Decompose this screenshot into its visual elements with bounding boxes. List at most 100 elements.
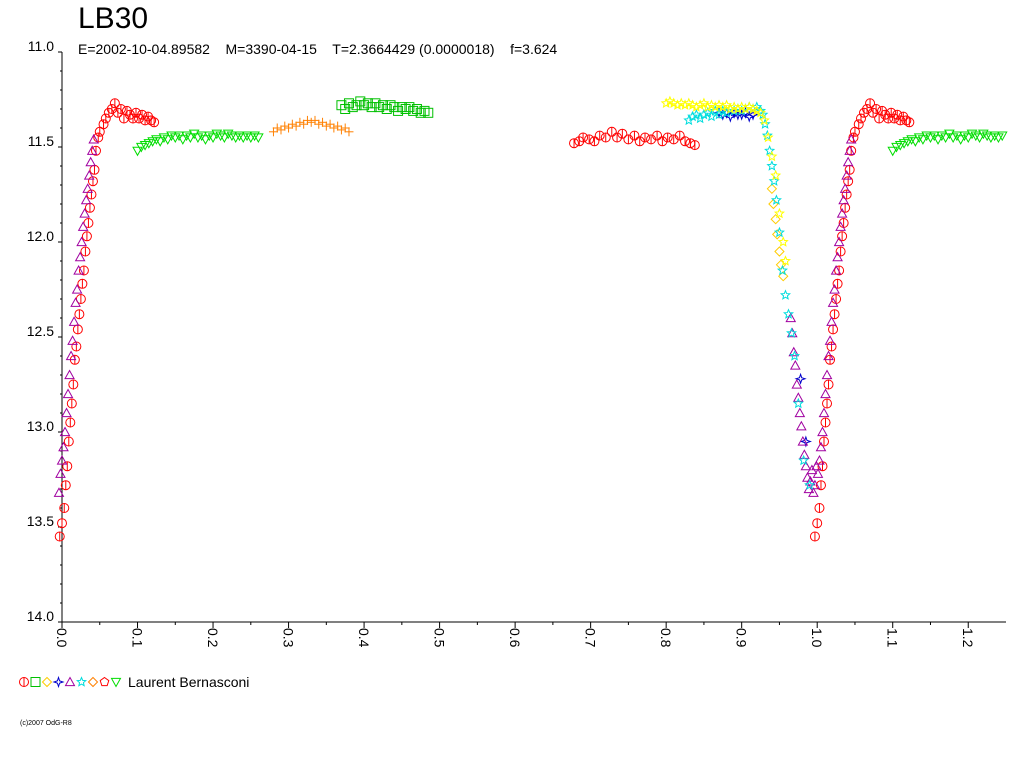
data-point bbox=[166, 131, 177, 142]
data-point bbox=[68, 379, 79, 390]
data-point bbox=[93, 132, 104, 143]
data-point bbox=[207, 133, 219, 144]
data-point bbox=[690, 101, 702, 112]
data-point bbox=[779, 289, 791, 300]
data-point bbox=[53, 487, 65, 497]
data-point bbox=[785, 312, 797, 323]
data-point bbox=[131, 107, 142, 118]
data-point bbox=[768, 175, 780, 186]
series-2-diamond bbox=[766, 183, 789, 282]
data-point bbox=[203, 131, 215, 142]
chart-marks bbox=[53, 95, 1008, 542]
data-point bbox=[600, 132, 611, 143]
legend-symbol-diamond bbox=[87, 676, 99, 688]
data-point bbox=[65, 417, 76, 428]
data-point bbox=[359, 100, 370, 111]
legend-symbol-triangle-down bbox=[110, 677, 122, 688]
legend-symbol-star bbox=[75, 676, 88, 687]
data-point bbox=[86, 145, 98, 155]
data-point bbox=[776, 264, 788, 276]
data-point bbox=[132, 146, 143, 157]
data-point bbox=[211, 129, 223, 140]
chart-subtitle: E=2002-10-04.89582 M=3390-04-15 T=2.3664… bbox=[78, 41, 558, 57]
data-point bbox=[574, 136, 585, 147]
data-point bbox=[408, 105, 419, 116]
data-point bbox=[786, 327, 798, 338]
data-point bbox=[809, 531, 820, 542]
data-point bbox=[761, 129, 773, 141]
data-point bbox=[366, 102, 377, 113]
data-point bbox=[826, 316, 837, 326]
data-point bbox=[68, 316, 80, 326]
data-point bbox=[55, 468, 66, 478]
data-point bbox=[594, 130, 605, 141]
data-point bbox=[89, 164, 100, 175]
data-point bbox=[85, 156, 97, 167]
x-tick-label: 0.8 bbox=[658, 628, 674, 648]
data-point bbox=[127, 113, 138, 124]
x-tick-label: 0.4 bbox=[356, 628, 372, 648]
data-point bbox=[325, 119, 335, 129]
data-point bbox=[393, 105, 404, 116]
x-tick-label: 0.7 bbox=[583, 628, 599, 648]
data-point bbox=[63, 436, 74, 447]
data-point bbox=[329, 123, 339, 133]
data-point bbox=[989, 131, 1001, 142]
x-tick-label: 1.1 bbox=[885, 628, 901, 648]
data-point bbox=[79, 207, 91, 218]
legend-symbols bbox=[19, 675, 122, 689]
data-point bbox=[827, 297, 839, 307]
series-1-square bbox=[336, 96, 434, 118]
data-point bbox=[795, 420, 807, 431]
data-point bbox=[906, 135, 917, 145]
data-point bbox=[841, 189, 852, 200]
data-point bbox=[84, 202, 95, 213]
data-point bbox=[249, 131, 260, 142]
y-tick-label: 13.5 bbox=[27, 513, 54, 529]
data-point bbox=[65, 350, 77, 361]
data-point bbox=[646, 134, 657, 145]
data-point bbox=[844, 145, 856, 155]
data-point bbox=[617, 128, 628, 139]
data-point bbox=[200, 135, 211, 145]
x-tick-label: 0.2 bbox=[205, 628, 221, 648]
data-point bbox=[57, 518, 67, 529]
data-point bbox=[219, 133, 230, 144]
data-point bbox=[181, 131, 192, 142]
data-point bbox=[67, 335, 78, 345]
data-point bbox=[385, 100, 396, 111]
data-point bbox=[299, 119, 309, 129]
y-tick-label: 13.0 bbox=[27, 418, 54, 434]
data-point bbox=[234, 131, 245, 142]
data-point bbox=[808, 487, 819, 497]
data-point bbox=[773, 226, 785, 238]
data-point bbox=[177, 135, 189, 145]
data-point bbox=[799, 435, 812, 448]
data-point bbox=[917, 135, 929, 145]
data-point bbox=[842, 156, 854, 167]
data-point bbox=[253, 133, 264, 144]
data-point bbox=[343, 98, 354, 109]
data-point bbox=[377, 100, 388, 111]
data-point bbox=[770, 169, 782, 181]
data-point bbox=[66, 398, 77, 409]
data-point bbox=[623, 134, 634, 145]
data-point bbox=[100, 113, 111, 124]
data-point bbox=[770, 194, 782, 205]
legend-symbol-circle bbox=[19, 677, 29, 687]
data-point bbox=[974, 133, 985, 144]
series-8-star bbox=[660, 95, 791, 266]
data-point bbox=[865, 98, 876, 109]
data-point bbox=[797, 435, 809, 446]
data-point bbox=[782, 308, 795, 319]
data-point bbox=[883, 113, 894, 124]
x-tick-label: 0.6 bbox=[507, 628, 523, 648]
data-point bbox=[423, 107, 434, 118]
data-point bbox=[396, 102, 407, 113]
data-point bbox=[589, 136, 600, 147]
data-point bbox=[149, 117, 160, 128]
data-point bbox=[804, 479, 816, 490]
data-point bbox=[840, 202, 851, 213]
data-point bbox=[823, 350, 834, 361]
data-point bbox=[662, 132, 673, 143]
